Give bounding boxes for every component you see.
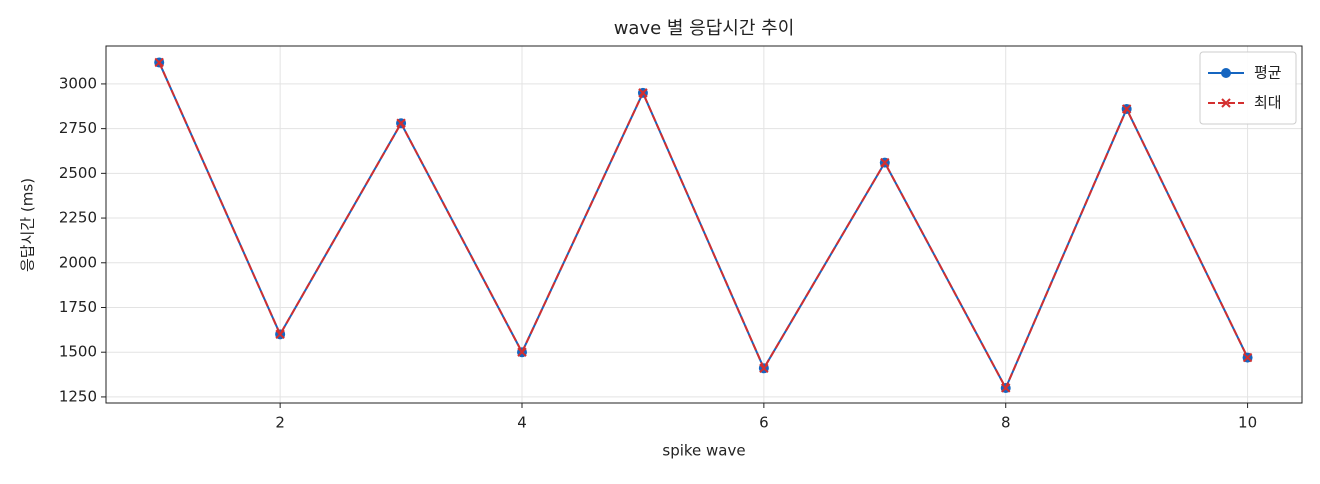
- point: [275, 329, 285, 340]
- point: [1242, 352, 1253, 363]
- series-line: [158, 62, 1249, 391]
- x-tick-label: 10: [1238, 414, 1257, 432]
- x-axis-label: spike wave: [662, 442, 745, 460]
- point: [396, 118, 406, 128]
- y-tick-label: 2500: [59, 164, 97, 182]
- legend-label: 최대: [1254, 94, 1282, 112]
- point: [1001, 383, 1011, 393]
- legend-marker: [1221, 98, 1231, 108]
- y-tick-label: 2250: [59, 209, 97, 227]
- legend-marker: [1221, 68, 1231, 78]
- x-tick-label: 6: [759, 414, 769, 432]
- point: [638, 88, 648, 98]
- point: [1121, 104, 1132, 114]
- y-axis-label: 응답시간 (ms): [19, 178, 37, 272]
- point: [154, 57, 164, 68]
- point: [517, 347, 527, 357]
- point: [880, 157, 890, 168]
- plot-frame: [105, 45, 1303, 404]
- y-tick-label: 2750: [59, 119, 97, 137]
- y-tick-label: 1250: [59, 387, 97, 405]
- y-tick-label: 2000: [59, 253, 97, 271]
- y-tick-label: 1500: [59, 343, 97, 361]
- legend-label: 평균: [1254, 64, 1282, 82]
- y-tick-label: 1750: [59, 298, 97, 316]
- series-line: [158, 62, 1249, 391]
- point: [759, 363, 769, 374]
- x-tick-label: 4: [517, 414, 527, 432]
- chart-title: wave 별 응답시간 추이: [614, 18, 795, 39]
- x-tick-label: 2: [275, 414, 285, 432]
- x-tick-label: 8: [1001, 414, 1011, 432]
- y-tick-label: 3000: [59, 74, 97, 92]
